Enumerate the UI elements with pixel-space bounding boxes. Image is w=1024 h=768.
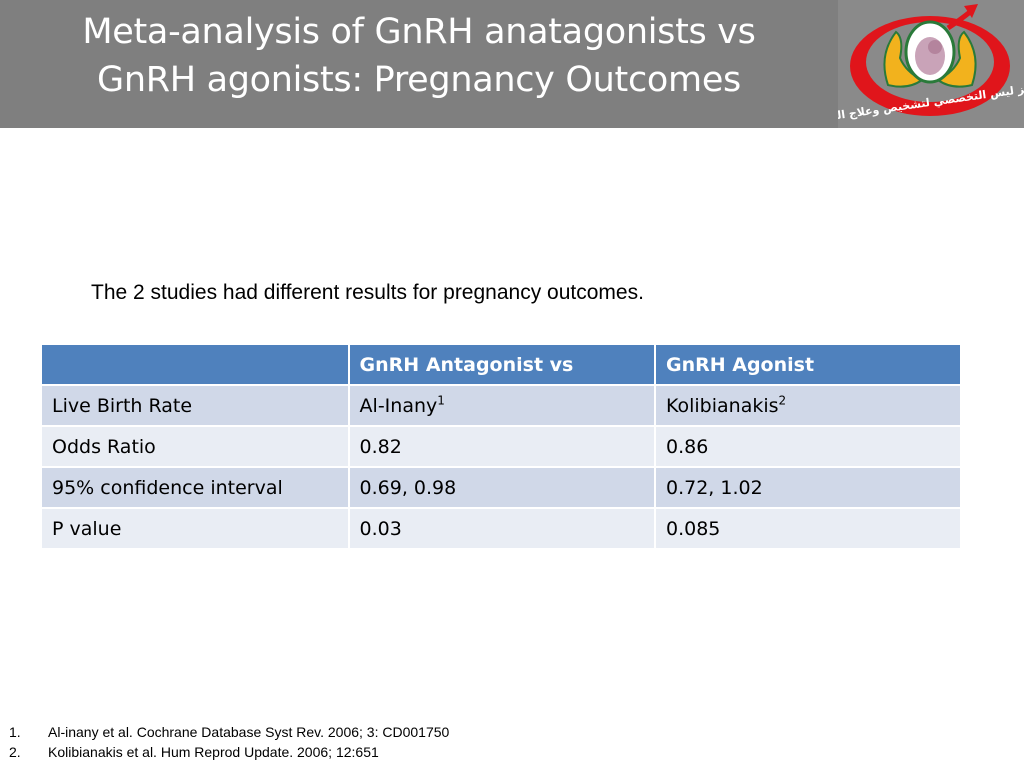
table-row: 95% confidence interval 0.69, 0.98 0.72,…: [40, 466, 963, 509]
cell-text: Kolibianakis: [665, 394, 779, 417]
cell-antagonist: 0.82: [347, 425, 656, 468]
footnote-marker: 1: [437, 393, 445, 408]
slide-title-line-2: GnRH agonists: Pregnancy Outcomes: [97, 60, 741, 100]
row-label: Odds Ratio: [40, 425, 350, 468]
cell-agonist: 0.72, 1.02: [653, 466, 963, 509]
intro-text: The 2 studies had different results for …: [91, 281, 644, 304]
header-cell-agonist: GnRH Agonist: [653, 343, 963, 386]
reference-item: 1. Al-inany et al. Cochrane Database Syst…: [0, 722, 449, 742]
reference-number: 2.: [9, 744, 21, 760]
clinic-logo: مركز ليس التخصصي لتشخيص وعلاج العقم: [838, 0, 1024, 128]
header-cell-antagonist: GnRH Antagonist vs: [347, 343, 656, 386]
cell-text: Al-Inany: [359, 394, 438, 417]
cell-antagonist: 0.03: [347, 507, 656, 550]
cell-agonist: Kolibianakis2: [653, 384, 963, 427]
row-label: P value: [40, 507, 350, 550]
references: 1. Al-inany et al. Cochrane Database Syst…: [0, 722, 449, 762]
footnote-marker: 2: [778, 393, 787, 408]
row-label: 95% confidence interval: [40, 466, 350, 509]
cell-antagonist: 0.69, 0.98: [347, 466, 656, 509]
reference-number: 1.: [9, 724, 21, 740]
results-table: GnRH Antagonist vs GnRH Agonist Live Bir…: [40, 343, 963, 550]
table-row: P value 0.03 0.085: [40, 507, 963, 550]
cell-agonist: 0.085: [653, 507, 963, 550]
slide-title: Meta-analysis of GnRH anatagonists vs Gn…: [0, 8, 838, 104]
table-row: Live Birth Rate Al-Inany1 Kolibianakis2: [40, 384, 963, 427]
reference-text: Kolibianakis et al. Hum Reprod Update. 2…: [48, 744, 379, 760]
cell-antagonist: Al-Inany1: [347, 384, 656, 427]
title-bar: Meta-analysis of GnRH anatagonists vs Gn…: [0, 0, 1024, 128]
clinic-logo-icon: مركز ليس التخصصي لتشخيص وعلاج العقم: [838, 4, 1024, 126]
slide-title-line-1: Meta-analysis of GnRH anatagonists vs: [82, 12, 756, 52]
reference-text: Al-inany et al. Cochrane Database Syst R…: [48, 724, 450, 740]
table-header-row: GnRH Antagonist vs GnRH Agonist: [40, 343, 963, 386]
table-row: Odds Ratio 0.82 0.86: [40, 425, 963, 468]
reference-item: 2. Kolibianakis et al. Hum Reprod Update.…: [0, 742, 449, 762]
cell-agonist: 0.86: [653, 425, 963, 468]
row-label: Live Birth Rate: [40, 384, 350, 427]
header-cell-empty: [40, 343, 350, 386]
